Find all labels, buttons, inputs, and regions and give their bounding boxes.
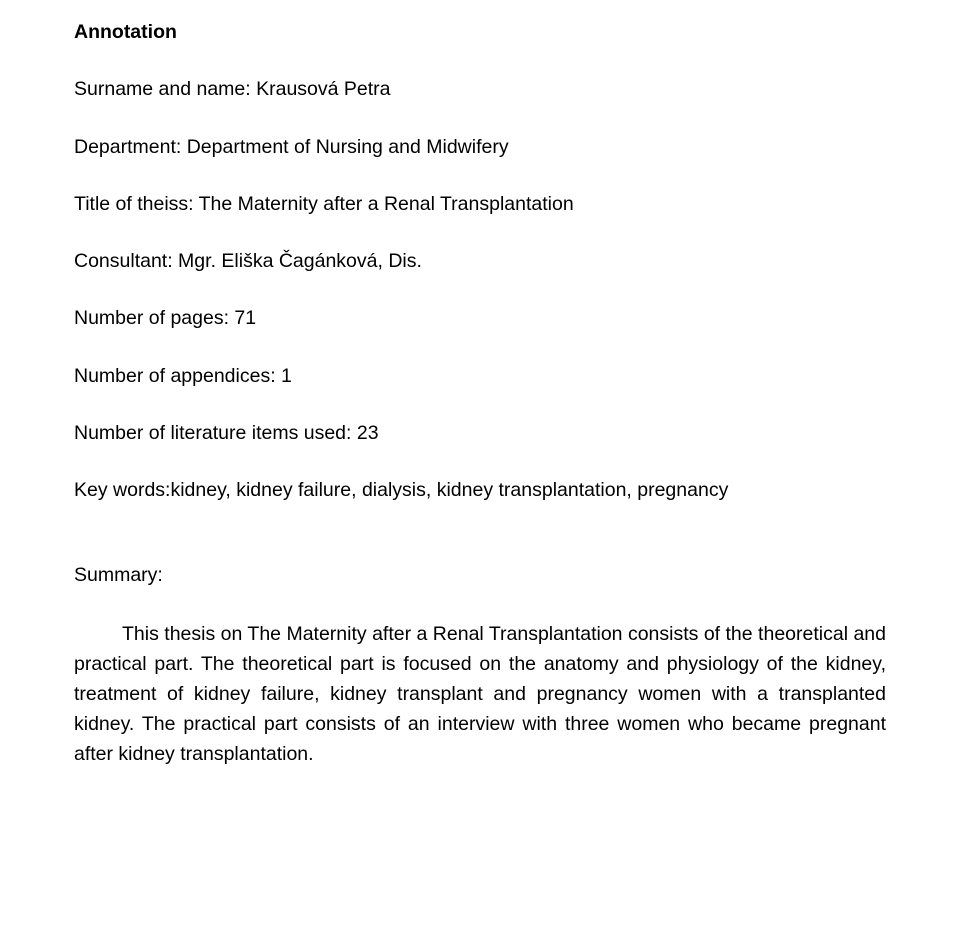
annotation-heading: Annotation [74,18,886,47]
summary-text: This thesis on The Maternity after a Ren… [74,619,886,770]
field-surname-name: Surname and name: Krausová Petra [74,75,886,104]
field-literature: Number of literature items used: 23 [74,419,886,448]
summary-label: Summary: [74,561,886,590]
field-appendices: Number of appendices: 1 [74,362,886,391]
document-page: Annotation Surname and name: Krausová Pe… [0,0,960,943]
field-consultant: Consultant: Mgr. Eliška Čagánková, Dis. [74,247,886,276]
field-title: Title of theiss: The Maternity after a R… [74,190,886,219]
field-department: Department: Department of Nursing and Mi… [74,133,886,162]
field-pages: Number of pages: 71 [74,304,886,333]
field-keywords: Key words:kidney, kidney failure, dialys… [74,476,886,505]
